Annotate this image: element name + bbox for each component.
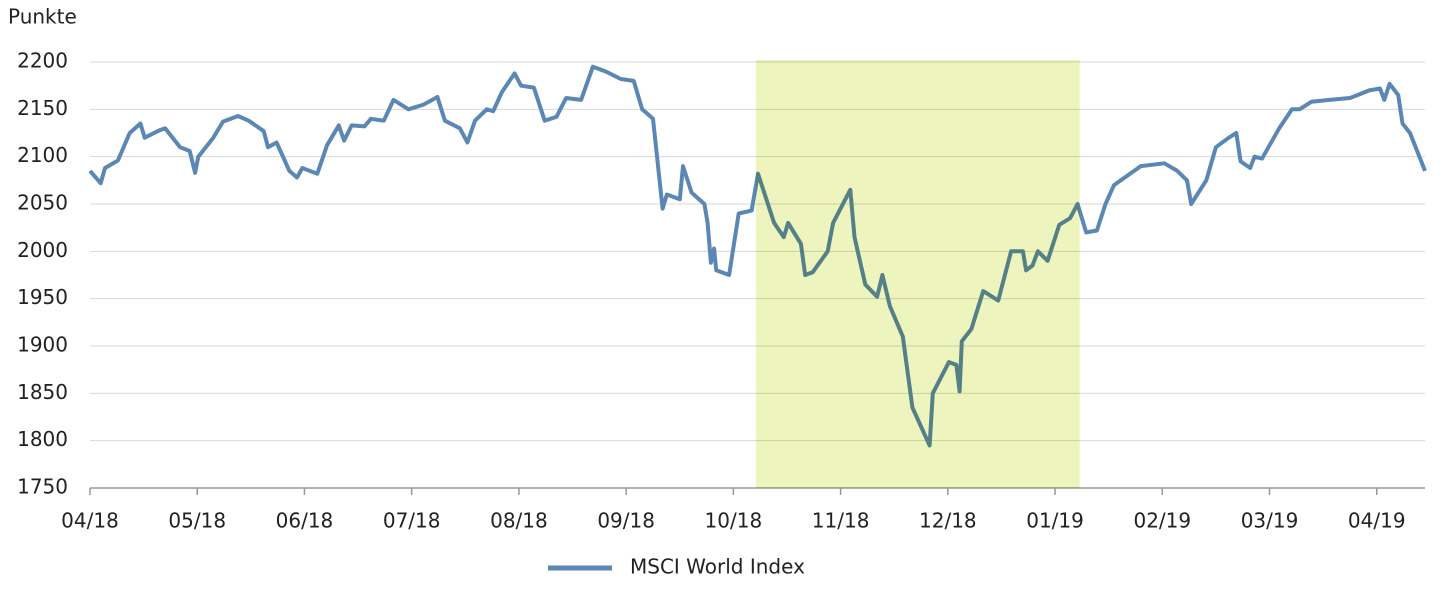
y-tick-label: 2150 xyxy=(17,96,68,120)
y-tick-label: 2100 xyxy=(17,143,68,167)
x-tick-label: 09/18 xyxy=(597,509,655,533)
x-tick-label: 04/18 xyxy=(61,509,119,533)
y-tick-label: 1750 xyxy=(17,475,68,499)
y-tick-label: 2000 xyxy=(17,238,68,262)
y-axis-label: Punkte xyxy=(8,5,77,29)
series-line xyxy=(88,64,1427,448)
x-tick-label: 05/18 xyxy=(168,509,226,533)
x-tick-label: 12/18 xyxy=(919,509,977,533)
x-tick-label: 02/19 xyxy=(1133,509,1191,533)
y-tick-label: 2200 xyxy=(17,49,68,73)
x-tick-label: 06/18 xyxy=(276,509,334,533)
x-tick-label: 07/18 xyxy=(383,509,441,533)
y-tick-label: 1850 xyxy=(17,380,68,404)
legend-label: MSCI World Index xyxy=(630,555,805,579)
x-tick-label: 10/18 xyxy=(705,509,763,533)
x-tick-label: 08/18 xyxy=(490,509,548,533)
x-tick-label: 04/19 xyxy=(1348,509,1406,533)
x-tick-label: 01/19 xyxy=(1026,509,1084,533)
y-tick-label: 1900 xyxy=(17,333,68,357)
shaded-period xyxy=(755,60,1080,488)
y-tick-label: 2050 xyxy=(17,191,68,215)
x-tick-label: 03/19 xyxy=(1241,509,1299,533)
y-tick-label: 1800 xyxy=(17,427,68,451)
y-tick-label: 1950 xyxy=(17,285,68,309)
x-tick-label: 11/18 xyxy=(812,509,870,533)
